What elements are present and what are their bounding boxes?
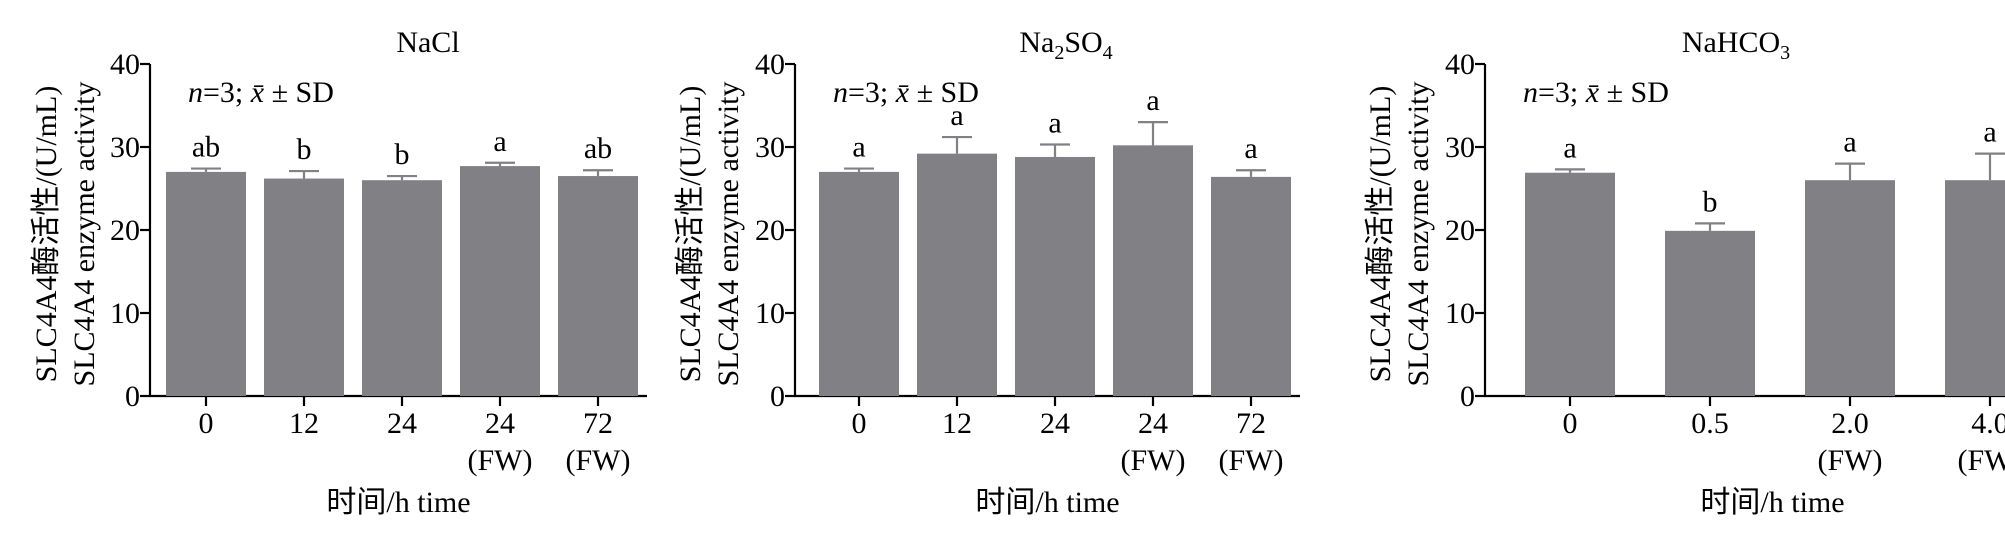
bar-3	[1015, 156, 1095, 396]
significance-letter: a	[1146, 84, 1159, 117]
x-tick-label: 24	[485, 407, 515, 440]
bar-1	[1525, 172, 1615, 396]
chart-panel-1: NaCl 0 10 20 30 40 n=3; x̄ ± SD ab 0 b 12 b 24 a 24 (FW…	[30, 26, 647, 519]
x-tick-label-sub: (FW)	[566, 444, 631, 477]
error-bar-1	[844, 167, 874, 172]
chart-title: Na2SO4	[1019, 26, 1112, 64]
bar-2	[917, 153, 997, 396]
bar-3	[362, 180, 442, 396]
bar-5	[1211, 176, 1291, 396]
significance-letter: a	[1244, 132, 1257, 165]
x-axis-label: 时间/h time	[975, 486, 1119, 519]
bar-4	[460, 166, 540, 396]
x-tick-label: 2.0	[1831, 407, 1869, 440]
chart-title: NaCl	[396, 26, 459, 59]
significance-letter: b	[395, 138, 410, 171]
x-tick-label: 24	[387, 407, 417, 440]
stats-annotation: n=3; x̄ ± SD	[188, 76, 334, 109]
error-bar-3	[1835, 162, 1865, 181]
bar-2	[264, 178, 344, 396]
y-tick-label: 40	[110, 48, 140, 81]
significance-letter: a	[1048, 107, 1061, 140]
error-bar-2	[942, 135, 972, 154]
error-bar-5	[1236, 169, 1266, 177]
x-tick-label-sub: (FW)	[1818, 444, 1883, 477]
y-tick-label: 30	[1445, 131, 1475, 164]
x-tick-label: 12	[942, 407, 972, 440]
x-axis-label: 时间/h time	[1700, 486, 1844, 519]
x-tick-label: 72	[1236, 407, 1266, 440]
y-axis-label-en: SLC4A4 enzyme activity	[712, 82, 745, 387]
error-bar-1	[191, 167, 221, 172]
y-tick-label: 10	[755, 297, 785, 330]
error-bar-3	[387, 174, 417, 181]
bar-1	[819, 171, 899, 396]
x-tick-label: 12	[289, 407, 319, 440]
error-bar-3	[1040, 143, 1070, 157]
y-tick-label: 40	[755, 48, 785, 81]
x-tick-label: 24	[1138, 407, 1168, 440]
x-tick-label: 0.5	[1691, 407, 1729, 440]
significance-letter: ab	[584, 132, 612, 165]
x-tick-label-sub: (FW)	[1958, 444, 2005, 477]
bar-2	[1665, 230, 1755, 396]
y-tick-label: 20	[110, 214, 140, 247]
y-axis-label-cn: SLC4A4酶活性/(U/mL)	[1364, 86, 1397, 383]
error-bar-4	[485, 161, 515, 167]
error-bar-4	[1975, 152, 2005, 181]
error-bar-2	[1695, 222, 1725, 231]
x-tick-label-sub: (FW)	[468, 444, 533, 477]
x-tick-label: 0	[1563, 407, 1578, 440]
bar-4	[1945, 180, 2005, 396]
y-axis-label-en: SLC4A4 enzyme activity	[1402, 82, 1435, 387]
bar-3	[1805, 180, 1895, 396]
error-bar-5	[583, 169, 613, 177]
y-axis-label-cn: SLC4A4酶活性/(U/mL)	[30, 86, 63, 383]
significance-letter: a	[1843, 126, 1856, 159]
y-tick-label: 30	[755, 131, 785, 164]
significance-letter: a	[1563, 131, 1576, 164]
x-tick-label: 72	[583, 407, 613, 440]
chart-title: NaHCO3	[1682, 26, 1790, 64]
x-tick-label-sub: (FW)	[1219, 444, 1284, 477]
y-tick-label: 0	[770, 380, 785, 413]
y-axis-label-cn: SLC4A4酶活性/(U/mL)	[674, 86, 707, 383]
significance-letter: a	[1983, 116, 1996, 149]
significance-letter: a	[950, 99, 963, 132]
x-tick-label-sub: (FW)	[1121, 444, 1186, 477]
bar-1	[166, 171, 246, 396]
y-tick-label: 40	[1445, 48, 1475, 81]
significance-letter: b	[1703, 185, 1718, 218]
x-axis-label: 时间/h time	[326, 486, 470, 519]
y-tick-label: 20	[1445, 214, 1475, 247]
significance-letter: a	[852, 131, 865, 164]
y-tick-label: 10	[1445, 297, 1475, 330]
x-tick-label: 24	[1040, 407, 1070, 440]
y-tick-label: 0	[125, 380, 140, 413]
y-tick-label: 20	[755, 214, 785, 247]
error-bar-1	[1555, 168, 1585, 173]
x-tick-label: 0	[199, 407, 214, 440]
significance-letter: a	[493, 125, 506, 158]
stats-annotation: n=3; x̄ ± SD	[1523, 76, 1669, 109]
y-axis-label-en: SLC4A4 enzyme activity	[68, 82, 101, 387]
y-tick-label: 30	[110, 131, 140, 164]
stats-annotation: n=3; x̄ ± SD	[833, 76, 979, 109]
chart-panel-3: NaHCO3 0 10 20 30 40 n=3; x̄ ± SD a 0 b 0.5 a 2.0 (FW…	[1364, 26, 2005, 519]
x-tick-label: 4.0	[1971, 407, 2005, 440]
error-bar-4	[1138, 121, 1168, 146]
bar-5	[558, 176, 638, 396]
y-tick-label: 10	[110, 297, 140, 330]
significance-letter: b	[297, 133, 312, 166]
x-tick-label: 0	[852, 407, 867, 440]
y-tick-label: 0	[1460, 380, 1475, 413]
significance-letter: ab	[192, 131, 220, 164]
bar-4	[1113, 145, 1193, 396]
error-bar-2	[289, 169, 319, 179]
